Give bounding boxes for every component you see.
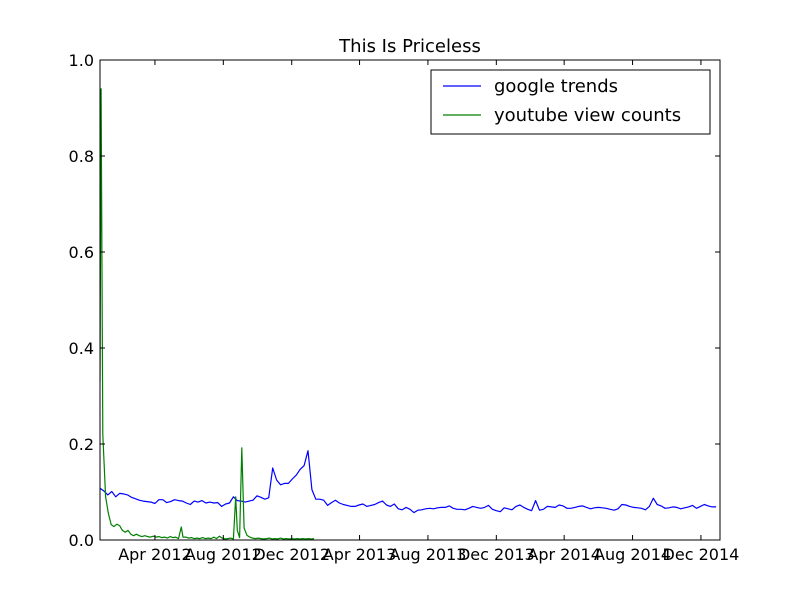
y-tick-label: 0.8 <box>69 147 94 166</box>
legend: google trends youtube view counts <box>430 69 711 135</box>
legend-label-youtube-view-counts: youtube view counts <box>494 105 681 126</box>
legend-box <box>430 69 711 135</box>
y-tick-label: 1.0 <box>69 51 94 70</box>
y-tick-label: 0.0 <box>69 531 94 550</box>
x-tick-label: Aug 2012 <box>185 545 262 564</box>
y-tick-label: 0.4 <box>69 339 94 358</box>
series-line-google-trends <box>100 450 717 514</box>
series-layer <box>100 88 717 540</box>
legend-label-google-trends: google trends <box>494 76 618 97</box>
x-tick-label: Apr 2012 <box>118 545 191 564</box>
y-tick-label: 0.2 <box>69 435 94 454</box>
x-tick-label: Aug 2013 <box>389 545 466 564</box>
y-tick-label: 0.6 <box>69 243 94 262</box>
x-tick-label: Apr 2014 <box>527 545 600 564</box>
x-tick-label: Apr 2013 <box>323 545 396 564</box>
x-tick-label: Dec 2013 <box>458 545 535 564</box>
x-tick-label: Dec 2014 <box>663 545 740 564</box>
x-tick-label: Dec 2012 <box>253 545 330 564</box>
series-line-youtube-view-counts <box>100 88 315 540</box>
y-axis: 0.0 0.2 0.4 0.6 0.8 1.0 <box>69 51 720 550</box>
axes-frame <box>99 59 721 541</box>
x-tick-label: Aug 2014 <box>594 545 671 564</box>
chart-title: This Is Priceless <box>338 36 481 57</box>
